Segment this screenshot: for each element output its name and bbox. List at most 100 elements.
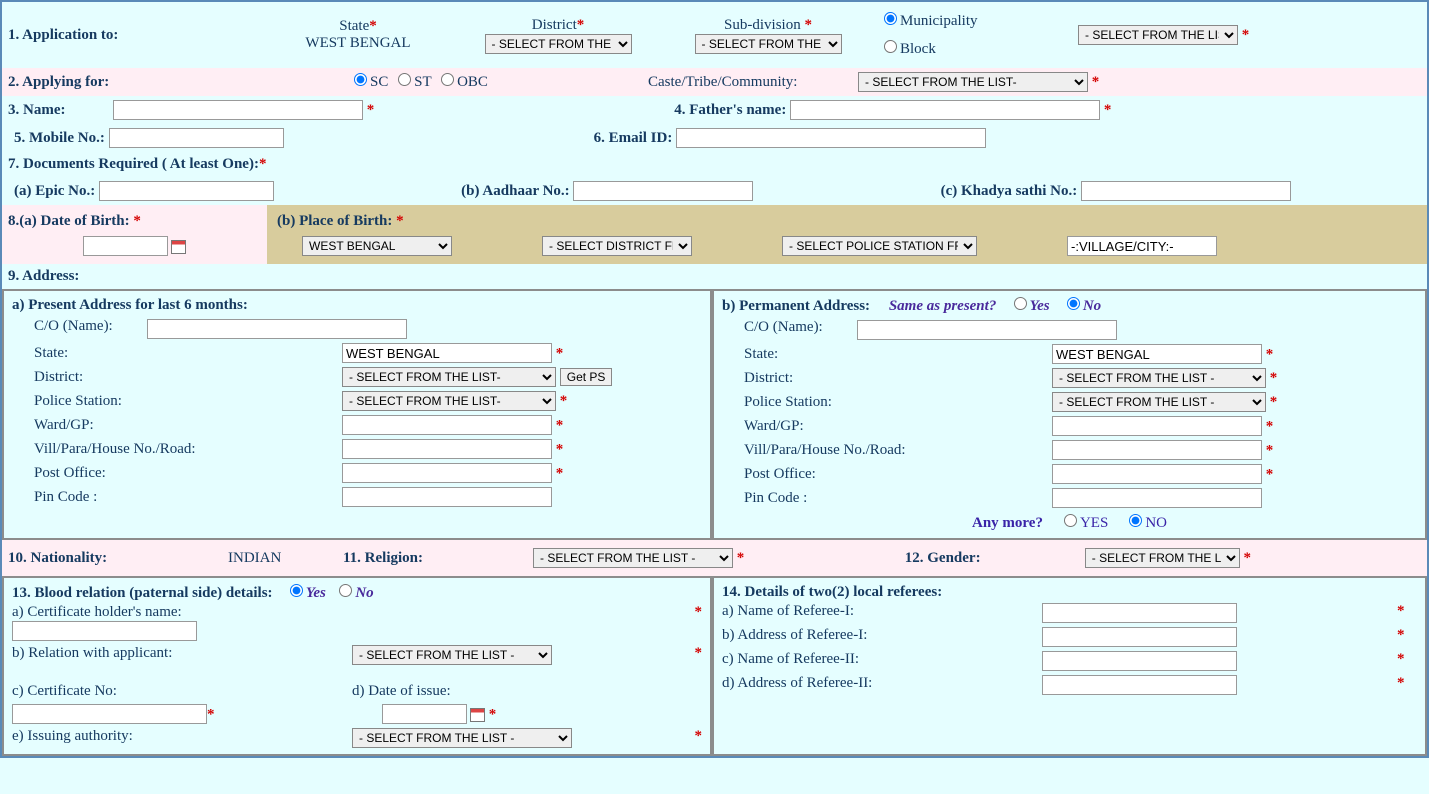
- st-radio[interactable]: [398, 73, 411, 86]
- subdivision-label: Sub-division: [724, 17, 801, 33]
- present-ward-label: Ward/GP:: [12, 417, 342, 434]
- present-district-select[interactable]: - SELECT FROM THE LIST-: [342, 367, 556, 387]
- permanent-heading: b) Permanent Address:: [722, 298, 870, 314]
- perm-vill-label: Vill/Para/House No./Road:: [722, 442, 1052, 459]
- r1-addr-label: b) Address of Referee-I:: [722, 627, 1042, 647]
- cert-no-label: c) Certificate No:: [12, 683, 352, 700]
- same-as-present-label: Same as present?: [889, 298, 997, 314]
- perm-pin-label: Pin Code :: [722, 490, 1052, 507]
- r2-addr-input[interactable]: [1042, 675, 1237, 695]
- section-relation-referees: 13. Blood relation (paternal side) detai…: [2, 576, 1427, 756]
- relation-heading: 13. Blood relation (paternal side) detai…: [12, 585, 273, 601]
- pob-state-select[interactable]: WEST BENGAL: [302, 236, 452, 256]
- father-input[interactable]: [790, 100, 1100, 120]
- perm-ps-select[interactable]: - SELECT FROM THE LIST -: [1052, 392, 1266, 412]
- obc-radio[interactable]: [441, 73, 454, 86]
- calendar-icon[interactable]: [171, 240, 186, 254]
- perm-po-label: Post Office:: [722, 466, 1052, 483]
- anymore-label: Any more?: [972, 515, 1043, 531]
- relation-yes-label: Yes: [306, 585, 326, 601]
- email-input[interactable]: [676, 128, 986, 148]
- relation-yes-radio[interactable]: [290, 584, 303, 597]
- present-ward-input[interactable]: [342, 415, 552, 435]
- perm-ward-label: Ward/GP:: [722, 418, 1052, 435]
- section-address-label: 9. Address:: [2, 264, 1427, 289]
- caste-select[interactable]: - SELECT FROM THE LIST-: [858, 72, 1088, 92]
- anymore-no-label: NO: [1145, 515, 1167, 531]
- pob-district-select[interactable]: - SELECT DISTRICT FR: [542, 236, 692, 256]
- relation-with-select[interactable]: - SELECT FROM THE LIST -: [352, 645, 552, 665]
- anymore-yes-radio[interactable]: [1064, 514, 1077, 527]
- same-no-label: No: [1083, 298, 1101, 314]
- name-input[interactable]: [113, 100, 363, 120]
- section-documents-fields: (a) Epic No.: (b) Aadhaar No.: (c) Khady…: [2, 177, 1427, 205]
- present-state-label: State:: [12, 345, 342, 362]
- doi-input[interactable]: [382, 704, 467, 724]
- present-co-input[interactable]: [147, 319, 407, 339]
- sc-radio[interactable]: [354, 73, 367, 86]
- pob-village-input[interactable]: [1067, 236, 1217, 256]
- perm-pin-input[interactable]: [1052, 488, 1262, 508]
- section-nat-rel-gen: 10. Nationality: INDIAN 11. Religion: - …: [2, 540, 1427, 576]
- present-pin-input[interactable]: [342, 487, 552, 507]
- referees-box: 14. Details of two(2) local referees: a)…: [712, 576, 1427, 756]
- khadya-label: (c) Khadya sathi No.:: [941, 183, 1078, 200]
- perm-po-input[interactable]: [1052, 464, 1262, 484]
- cert-holder-input[interactable]: [12, 621, 197, 641]
- section-application-to: 1. Application to: State* WEST BENGAL Di…: [2, 2, 1427, 68]
- cert-no-input[interactable]: [12, 704, 207, 724]
- dob-input[interactable]: [83, 236, 168, 256]
- perm-vill-input[interactable]: [1052, 440, 1262, 460]
- block-label: Block: [900, 41, 936, 57]
- present-po-label: Post Office:: [12, 465, 342, 482]
- present-vill-input[interactable]: [342, 439, 552, 459]
- block-radio[interactable]: [884, 40, 897, 53]
- khadya-input[interactable]: [1081, 181, 1291, 201]
- epic-input[interactable]: [99, 181, 274, 201]
- anymore-yes-label: YES: [1080, 515, 1108, 531]
- issuing-select[interactable]: - SELECT FROM THE LIST -: [352, 728, 572, 748]
- section-applying-for: 2. Applying for: SC ST OBC Caste/Tribe/C…: [2, 68, 1427, 96]
- same-no-radio[interactable]: [1067, 297, 1080, 310]
- mobile-label: 5. Mobile No.:: [8, 130, 105, 147]
- r1-name-input[interactable]: [1042, 603, 1237, 623]
- perm-co-input[interactable]: [857, 320, 1117, 340]
- dob-label: 8.(a) Date of Birth:: [8, 213, 130, 229]
- municipality-label: Municipality: [900, 13, 978, 29]
- perm-state-input[interactable]: [1052, 344, 1262, 364]
- municipality-radio[interactable]: [884, 12, 897, 25]
- section-name: 3. Name: * 4. Father's name: *: [2, 96, 1427, 124]
- perm-district-select[interactable]: - SELECT FROM THE LIST -: [1052, 368, 1266, 388]
- present-po-input[interactable]: [342, 463, 552, 483]
- same-yes-radio[interactable]: [1014, 297, 1027, 310]
- district-select[interactable]: - SELECT FROM THE: [485, 34, 632, 54]
- present-ps-select[interactable]: - SELECT FROM THE LIST-: [342, 391, 556, 411]
- gender-select[interactable]: - SELECT FROM THE LIST -: [1085, 548, 1240, 568]
- form-container: 1. Application to: State* WEST BENGAL Di…: [0, 0, 1429, 758]
- r2-name-label: c) Name of Referee-II:: [722, 651, 1042, 671]
- perm-ward-input[interactable]: [1052, 416, 1262, 436]
- r2-addr-label: d) Address of Referee-II:: [722, 675, 1042, 695]
- relation-no-radio[interactable]: [339, 584, 352, 597]
- religion-label: 11. Religion:: [343, 550, 533, 567]
- cert-holder-label: a) Certificate holder's name:: [12, 604, 182, 620]
- pob-ps-select[interactable]: - SELECT POLICE STATION FR: [782, 236, 977, 256]
- subdivision-select[interactable]: - SELECT FROM THE: [695, 34, 842, 54]
- religion-select[interactable]: - SELECT FROM THE LIST -: [533, 548, 733, 568]
- mobile-input[interactable]: [109, 128, 284, 148]
- get-ps-button[interactable]: Get PS: [560, 368, 613, 386]
- district-label: District: [532, 17, 577, 33]
- present-district-label: District:: [12, 369, 342, 386]
- father-label: 4. Father's name:: [674, 102, 786, 119]
- r1-addr-input[interactable]: [1042, 627, 1237, 647]
- anymore-no-radio[interactable]: [1129, 514, 1142, 527]
- aadhaar-input[interactable]: [573, 181, 753, 201]
- present-state-input[interactable]: [342, 343, 552, 363]
- municipality-block-select[interactable]: - SELECT FROM THE LIS: [1078, 25, 1238, 45]
- documents-label: 7. Documents Required ( At least One):: [8, 156, 259, 173]
- section-dob-pob: 8.(a) Date of Birth: * (b) Place of Birt…: [2, 205, 1427, 264]
- issuing-label: e) Issuing authority:: [12, 728, 352, 748]
- r2-name-input[interactable]: [1042, 651, 1237, 671]
- calendar-icon[interactable]: [470, 708, 485, 722]
- caste-label: Caste/Tribe/Community:: [648, 74, 858, 91]
